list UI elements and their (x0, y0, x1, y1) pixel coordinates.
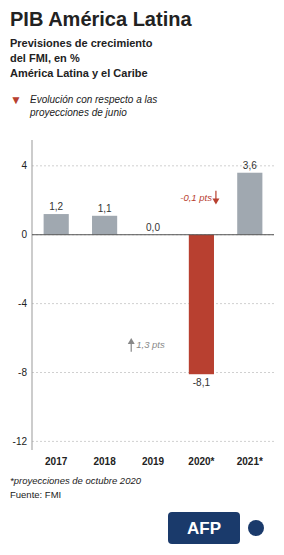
data-label: 3,6 (243, 160, 257, 171)
bar (92, 216, 117, 235)
x-tick-label: 2020* (188, 456, 214, 467)
grid (32, 166, 274, 442)
grid-line (32, 303, 274, 304)
data-label: 1,2 (49, 201, 63, 212)
annotation-arrowhead (128, 338, 135, 344)
grid-line (32, 372, 274, 373)
legend-text: proyecciones de junio (29, 107, 127, 118)
zero-line (32, 234, 274, 235)
chart: PIB América Latina Previsiones de crecimi… (0, 0, 284, 555)
grid-line (32, 165, 274, 166)
y-tick-label: 4 (21, 160, 27, 171)
annotation-text: 1,3 pts (136, 339, 165, 350)
annotation-arrow (131, 343, 132, 352)
y-tick-label: -8 (18, 367, 27, 378)
logo: AFP (168, 512, 264, 544)
footnote: *proyecciones de octubre 2020 (10, 475, 142, 486)
x-tick-label: 2018 (93, 456, 116, 467)
subtitle: Previsiones de crecimiento (10, 37, 153, 49)
y-tick-label: 0 (21, 229, 27, 240)
annotation: 1,3 pts (128, 338, 165, 352)
annotation: -0,1 pts (180, 191, 219, 205)
data-label: 0,0 (146, 222, 160, 233)
subtitle: del FMI, en % (10, 52, 80, 64)
annotation-arrow (215, 191, 216, 200)
grid-line (32, 234, 274, 235)
y-axis-line (32, 140, 33, 450)
data-label: -8,1 (193, 377, 211, 388)
bar (189, 235, 214, 375)
legend-symbol: ▼ (10, 93, 22, 107)
bar (237, 173, 262, 235)
bars (44, 173, 263, 375)
annotation-arrowhead (212, 199, 219, 205)
data-label: 1,1 (98, 203, 112, 214)
bar (44, 214, 69, 235)
x-tick-label: 2019 (142, 456, 165, 467)
footnote: Fuente: FMI (10, 489, 61, 500)
y-tick-label: -12 (13, 436, 28, 447)
title: PIB América Latina (10, 8, 192, 30)
logo-box (168, 512, 240, 544)
legend-text: Evolución con respecto a las (30, 94, 157, 105)
annotation-text: -0,1 pts (180, 192, 212, 203)
logo-dot (248, 520, 264, 536)
grid-line (32, 441, 274, 442)
y-tick-label: -4 (18, 298, 27, 309)
subtitle: América Latina y el Caribe (10, 67, 148, 79)
x-tick-label: 2021* (237, 456, 263, 467)
x-tick-label: 2017 (45, 456, 68, 467)
logo-text: AFP (187, 519, 221, 538)
